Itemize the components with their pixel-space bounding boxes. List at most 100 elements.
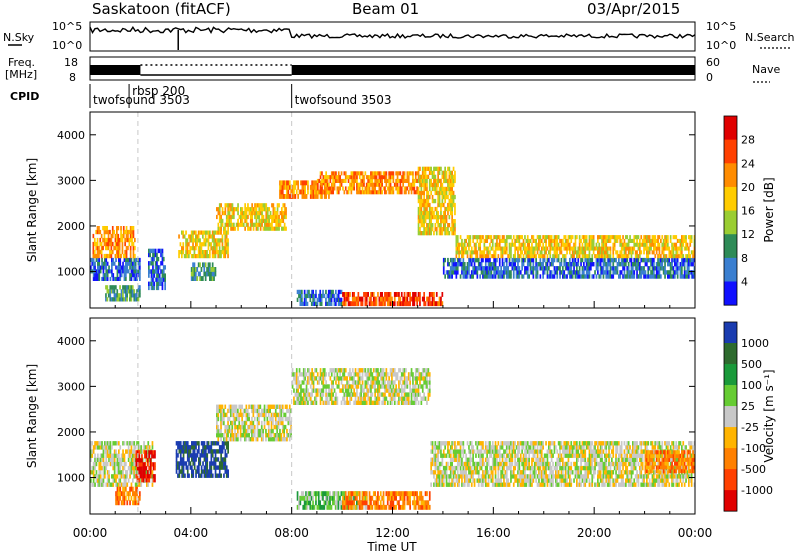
- heatmap-cell: [302, 396, 305, 401]
- heatmap-cell: [368, 190, 371, 195]
- heatmap-cell: [517, 266, 519, 271]
- heatmap-cell: [357, 376, 360, 381]
- heatmap-cell: [272, 437, 274, 442]
- heatmap-cell: [671, 250, 673, 255]
- heatmap-cell: [452, 266, 455, 271]
- heatmap-cell: [151, 454, 153, 459]
- heatmap-cell: [123, 478, 126, 483]
- power-panel-frame: [89, 111, 696, 309]
- heatmap-cell: [291, 194, 294, 199]
- heatmap-cell: [388, 190, 390, 195]
- heatmap-cell: [129, 273, 131, 278]
- heatmap-cell: [627, 266, 630, 271]
- heatmap-cell: [612, 242, 615, 247]
- heatmap-cell: [349, 182, 351, 187]
- heatmap-cell: [105, 241, 107, 247]
- heatmap-cell: [179, 453, 182, 458]
- heatmap-cell: [137, 269, 140, 274]
- heatmap-cell: [592, 238, 595, 243]
- heatmap-cell: [419, 198, 421, 204]
- heatmap-cell: [682, 238, 685, 243]
- heatmap-cell: [105, 269, 108, 274]
- heatmap-cell: [185, 242, 187, 247]
- heatmap-cell: [106, 269, 109, 274]
- heatmap-cell: [674, 254, 676, 259]
- heatmap-cell: [594, 254, 596, 259]
- heatmap-cell: [244, 424, 246, 430]
- heatmap-cell: [190, 234, 193, 239]
- heatmap-cell: [285, 214, 287, 220]
- heatmap-cell: [94, 453, 96, 458]
- heatmap-cell: [469, 257, 472, 263]
- heatmap-cell: [447, 210, 449, 216]
- heatmap-cell: [252, 222, 255, 227]
- heatmap-cell: [220, 453, 222, 458]
- heatmap-cell: [484, 238, 487, 243]
- heatmap-cell: [688, 262, 690, 267]
- heatmap-cell: [343, 396, 346, 401]
- heatmap-cell: [371, 400, 374, 405]
- heatmap-cell: [94, 273, 96, 278]
- heatmap-cell: [486, 238, 488, 243]
- heatmap-cell: [498, 257, 501, 263]
- heatmap-cell: [125, 269, 127, 274]
- heatmap-cell: [116, 482, 119, 487]
- heatmap-cell: [490, 254, 493, 259]
- heatmap-cell: [321, 376, 323, 381]
- heatmap-cell: [381, 292, 383, 297]
- heatmap-cell: [287, 184, 290, 190]
- heatmap-cell: [185, 246, 187, 251]
- heatmap-cell: [161, 277, 164, 282]
- heatmap-cell: [283, 194, 285, 199]
- heatmap-cell: [630, 257, 633, 263]
- heatmap-cell: [346, 292, 348, 297]
- heatmap-cell: [430, 182, 432, 188]
- heatmap-cell: [144, 445, 147, 450]
- heatmap-cell: [581, 270, 584, 275]
- heatmap-cell: [276, 218, 279, 223]
- heatmap-cell: [127, 495, 130, 501]
- heatmap-cell: [391, 392, 393, 397]
- heatmap-cell: [129, 249, 132, 255]
- heatmap-cell: [370, 384, 372, 389]
- heatmap-cell: [405, 301, 407, 307]
- heatmap-cell: [396, 190, 399, 195]
- heatmap-cell: [154, 474, 156, 479]
- heatmap-cell: [563, 254, 566, 259]
- heatmap-cell: [532, 270, 535, 275]
- heatmap-cell: [119, 461, 122, 467]
- heatmap-cell: [449, 202, 452, 208]
- heatmap-cell: [113, 453, 116, 458]
- heatmap-cell: [134, 273, 137, 278]
- heatmap-cell: [118, 241, 121, 247]
- heatmap-cell: [574, 246, 577, 251]
- heatmap-cell: [218, 211, 221, 216]
- heatmap-cell: [392, 372, 395, 377]
- heatmap-cell: [609, 254, 612, 259]
- heatmap-cell: [496, 266, 498, 271]
- heatmap-cell: [407, 190, 410, 195]
- heatmap-cell: [487, 235, 490, 240]
- heatmap-cell: [550, 257, 553, 263]
- heatmap-cell: [282, 203, 285, 208]
- heatmap-cell: [693, 266, 696, 271]
- heatmap-cell: [204, 271, 207, 277]
- heatmap-cell: [423, 219, 425, 224]
- heatmap-cell: [272, 420, 274, 426]
- heatmap-cell: [517, 262, 519, 267]
- heatmap-cell: [134, 445, 137, 450]
- colorbar-tick-label: 20: [741, 181, 755, 194]
- heatmap-cell: [237, 211, 239, 216]
- heatmap-cell: [113, 293, 116, 298]
- heatmap-cell: [325, 392, 327, 397]
- heatmap-cell: [284, 412, 287, 418]
- heatmap-cell: [543, 250, 546, 255]
- heatmap-cell: [182, 441, 185, 446]
- heatmap-cell: [384, 186, 386, 191]
- heatmap-cell: [160, 269, 162, 274]
- heatmap-cell: [220, 465, 222, 470]
- heatmap-cell: [192, 271, 194, 277]
- heatmap-cell: [633, 270, 636, 275]
- heatmap-cell: [111, 265, 113, 270]
- heatmap-cell: [182, 461, 185, 466]
